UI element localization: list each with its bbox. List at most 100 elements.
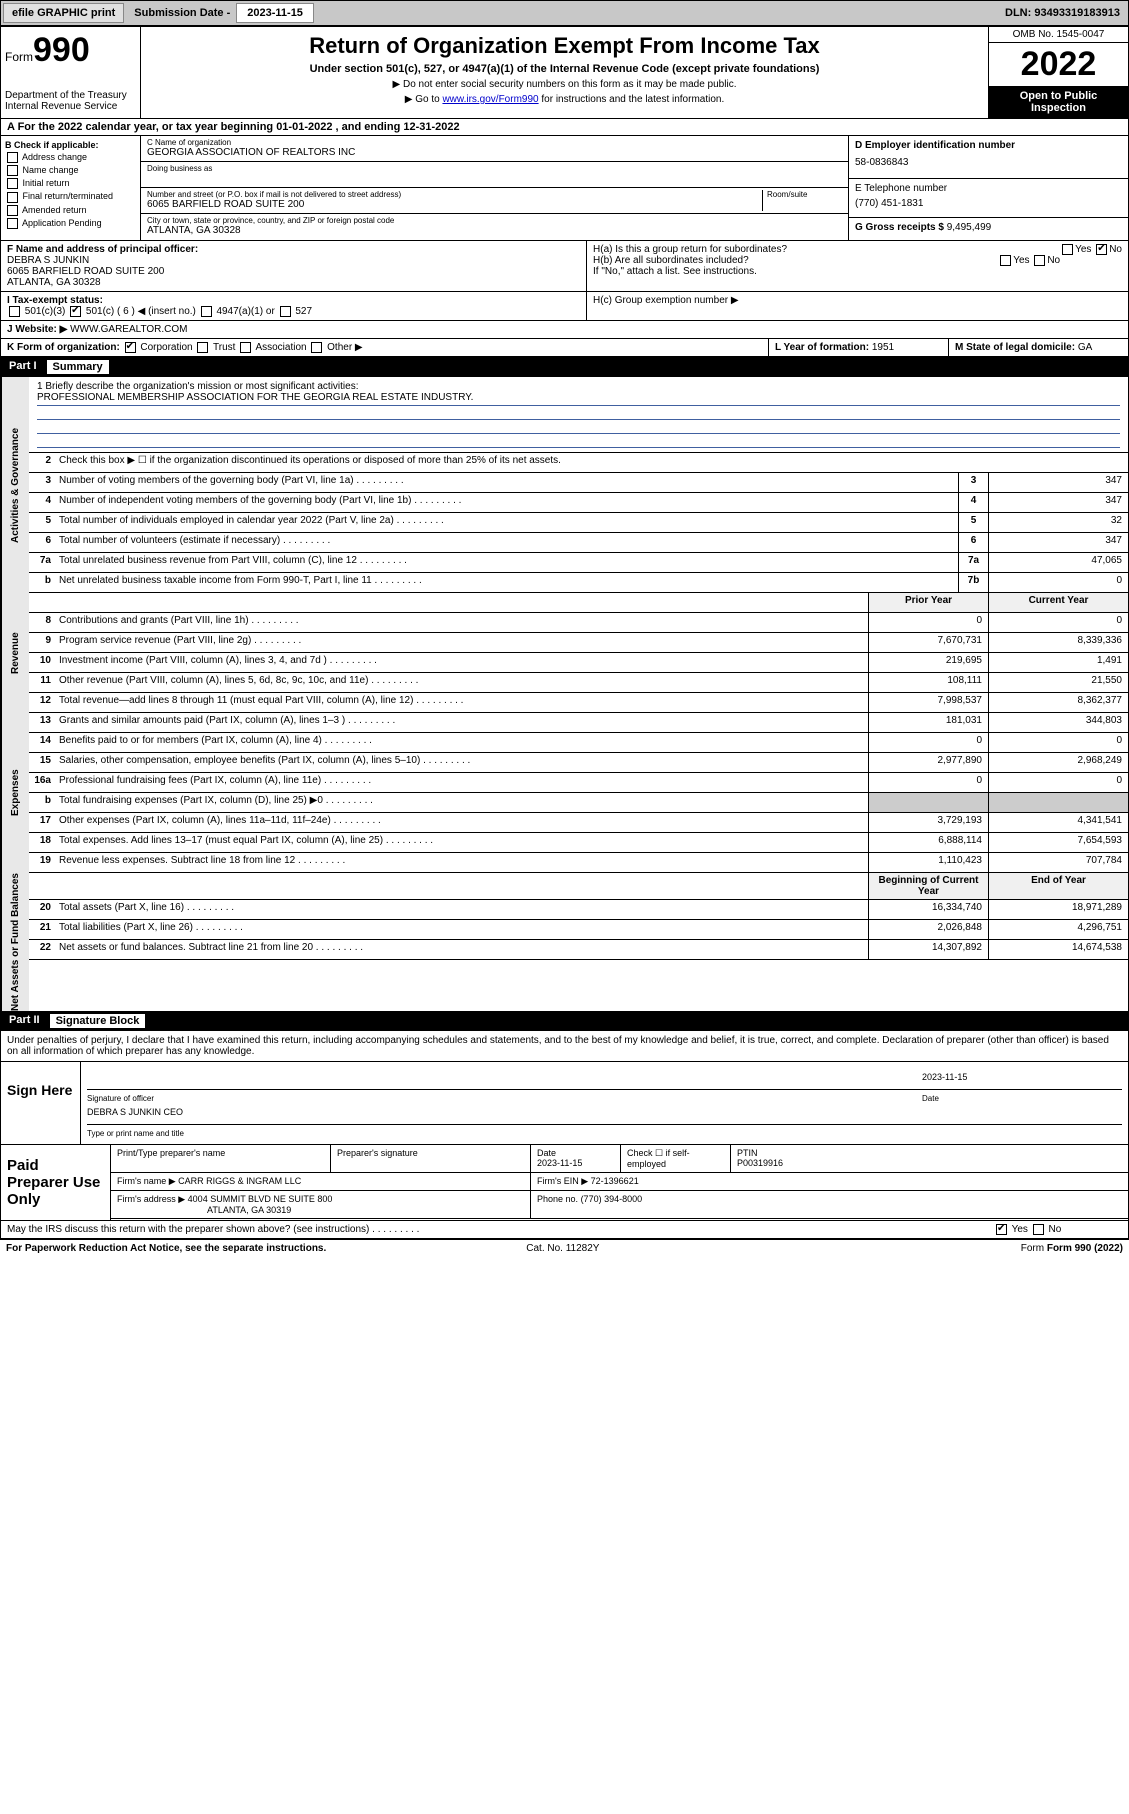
current-amount: 344,803 xyxy=(988,713,1128,732)
sig-name-label: Type or print name and title xyxy=(87,1129,1122,1138)
hb-note: If "No," attach a list. See instructions… xyxy=(593,266,1122,277)
ptin-value: P00319916 xyxy=(737,1158,783,1168)
efile-button[interactable]: efile GRAPHIC print xyxy=(3,3,124,23)
prior-amount: 1,110,423 xyxy=(868,853,988,872)
line-num: 11 xyxy=(29,673,55,692)
prior-amount: 16,334,740 xyxy=(868,900,988,919)
city-value: ATLANTA, GA 30328 xyxy=(147,225,842,236)
cb-app-pending[interactable]: Application Pending xyxy=(5,218,136,229)
line-num: b xyxy=(29,573,55,592)
line-desc: Investment income (Part VIII, column (A)… xyxy=(55,653,868,672)
prior-amount: 0 xyxy=(868,733,988,752)
sig-officer-label: Signature of officer xyxy=(87,1094,922,1103)
line-desc: Total number of volunteers (estimate if … xyxy=(55,533,958,552)
line-desc: Net assets or fund balances. Subtract li… xyxy=(55,940,868,959)
hb-question: H(b) Are all subordinates included? Yes … xyxy=(593,255,1122,266)
line-desc: Total fundraising expenses (Part IX, col… xyxy=(55,793,868,812)
line-box: 5 xyxy=(958,513,988,532)
line-num: 16a xyxy=(29,773,55,792)
line-desc: Total number of individuals employed in … xyxy=(55,513,958,532)
officer-addr2: ATLANTA, GA 30328 xyxy=(7,277,101,288)
prior-amount: 14,307,892 xyxy=(868,940,988,959)
line-amount: 347 xyxy=(988,473,1128,492)
section-expenses: Expenses xyxy=(1,713,29,873)
prior-amount xyxy=(868,793,988,812)
line-amount: 347 xyxy=(988,493,1128,512)
line-num: 17 xyxy=(29,813,55,832)
submission-label: Submission Date - xyxy=(128,4,236,22)
line-num: 20 xyxy=(29,900,55,919)
formorg-label: K Form of organization: xyxy=(7,342,120,353)
form-number: Form990 xyxy=(5,31,136,70)
phone-label: E Telephone number xyxy=(855,183,947,194)
prior-amount: 3,729,193 xyxy=(868,813,988,832)
cb-amended[interactable]: Amended return xyxy=(5,205,136,216)
top-toolbar: efile GRAPHIC print Submission Date - 20… xyxy=(0,0,1129,26)
org-name: GEORGIA ASSOCIATION OF REALTORS INC xyxy=(147,147,842,158)
page-footer: For Paperwork Reduction Act Notice, see … xyxy=(0,1240,1129,1257)
begin-year-header: Beginning of Current Year xyxy=(868,873,988,899)
irs-link[interactable]: www.irs.gov/Form990 xyxy=(442,94,538,105)
line-desc: Total revenue—add lines 8 through 11 (mu… xyxy=(55,693,868,712)
line-num: 5 xyxy=(29,513,55,532)
note-ssn: ▶ Do not enter social security numbers o… xyxy=(147,79,982,90)
sign-here-label: Sign Here xyxy=(1,1062,81,1144)
paid-preparer-label: Paid Preparer Use Only xyxy=(1,1145,111,1220)
omb-number: OMB No. 1545-0047 xyxy=(989,27,1128,43)
website-label: J Website: ▶ xyxy=(7,324,67,335)
prior-amount: 6,888,114 xyxy=(868,833,988,852)
declaration-text: Under penalties of perjury, I declare th… xyxy=(1,1031,1128,1062)
dba-label: Doing business as xyxy=(147,164,842,173)
line-desc: Salaries, other compensation, employee b… xyxy=(55,753,868,772)
cb-initial-return[interactable]: Initial return xyxy=(5,178,136,189)
officer-addr1: 6065 BARFIELD ROAD SUITE 200 xyxy=(7,266,164,277)
year-formation: 1951 xyxy=(872,342,894,353)
prior-amount: 7,998,537 xyxy=(868,693,988,712)
part1-header: Part I Summary xyxy=(1,357,1128,377)
line-num: 4 xyxy=(29,493,55,512)
prior-amount: 0 xyxy=(868,773,988,792)
cb-address-change[interactable]: Address change xyxy=(5,152,136,163)
cb-final-return[interactable]: Final return/terminated xyxy=(5,191,136,202)
tax-year: 2022 xyxy=(989,43,1128,86)
section-revenue: Revenue xyxy=(1,593,29,713)
line-desc: Total unrelated business revenue from Pa… xyxy=(55,553,958,572)
prep-name-label: Print/Type preparer's name xyxy=(111,1145,331,1172)
line-num: 15 xyxy=(29,753,55,772)
line2-text: Check this box ▶ ☐ if the organization d… xyxy=(55,453,1128,472)
department-label: Department of the Treasury Internal Reve… xyxy=(5,90,136,112)
prep-selfemp: Check ☐ if self-employed xyxy=(621,1145,731,1172)
cb-name-change[interactable]: Name change xyxy=(5,165,136,176)
current-amount: 7,654,593 xyxy=(988,833,1128,852)
addr-label: Number and street (or P.O. box if mail i… xyxy=(147,190,762,199)
prior-amount: 0 xyxy=(868,613,988,632)
mission-text: PROFESSIONAL MEMBERSHIP ASSOCIATION FOR … xyxy=(37,392,1120,406)
line-box: 4 xyxy=(958,493,988,512)
domicile-value: GA xyxy=(1078,342,1092,353)
line-num: 14 xyxy=(29,733,55,752)
ha-question: H(a) Is this a group return for subordin… xyxy=(593,244,1122,255)
line-desc: Professional fundraising fees (Part IX, … xyxy=(55,773,868,792)
current-amount: 4,341,541 xyxy=(988,813,1128,832)
current-amount: 18,971,289 xyxy=(988,900,1128,919)
officer-signed-name: DEBRA S JUNKIN CEO xyxy=(87,1107,183,1124)
line-desc: Total assets (Part X, line 16) xyxy=(55,900,868,919)
gross-value: 9,495,499 xyxy=(947,222,992,233)
dln-label: DLN: 93493319183913 xyxy=(999,4,1126,22)
current-amount: 707,784 xyxy=(988,853,1128,872)
line-num: 18 xyxy=(29,833,55,852)
section-governance: Activities & Governance xyxy=(1,377,29,593)
form-subtitle: Under section 501(c), 527, or 4947(a)(1)… xyxy=(147,63,982,75)
line-num: 7a xyxy=(29,553,55,572)
line-amount: 347 xyxy=(988,533,1128,552)
mission-label: 1 Briefly describe the organization's mi… xyxy=(37,381,1120,392)
line-box: 7b xyxy=(958,573,988,592)
prior-year-header: Prior Year xyxy=(868,593,988,612)
firm-addr2: ATLANTA, GA 30319 xyxy=(207,1205,291,1215)
note-link: ▶ Go to www.irs.gov/Form990 for instruct… xyxy=(147,94,982,105)
current-amount: 0 xyxy=(988,733,1128,752)
line-num: 10 xyxy=(29,653,55,672)
ein-label: D Employer identification number xyxy=(855,140,1015,151)
sig-date-label: Date xyxy=(922,1094,1122,1103)
line-box: 6 xyxy=(958,533,988,552)
